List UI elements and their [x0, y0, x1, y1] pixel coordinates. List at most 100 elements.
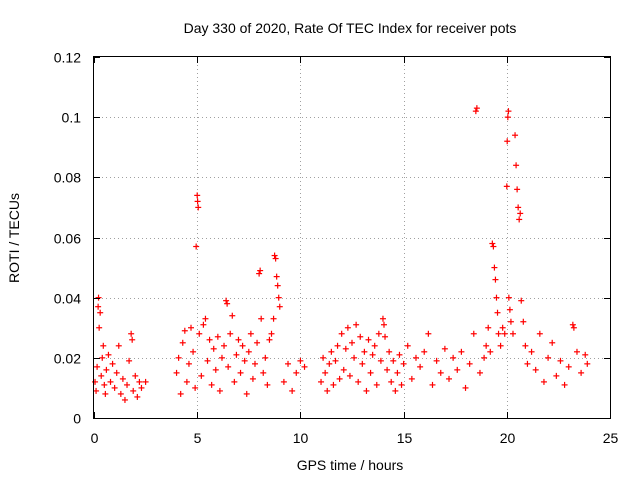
data-point [485, 324, 492, 331]
data-point [505, 108, 512, 115]
data-point [433, 357, 440, 364]
data-point [357, 333, 364, 340]
data-point [132, 372, 139, 379]
data-point [505, 294, 512, 301]
data-point [260, 369, 267, 376]
data-point [388, 378, 395, 385]
data-point [264, 381, 271, 388]
data-point [235, 336, 242, 343]
data-point [192, 384, 199, 391]
x-tick-label: 10 [293, 430, 309, 446]
data-point [536, 330, 543, 337]
data-point [570, 324, 577, 331]
data-point [113, 369, 120, 376]
data-point [297, 357, 304, 364]
data-point [458, 348, 465, 355]
y-tick-label: 0.1 [62, 110, 82, 126]
data-point [365, 336, 372, 343]
data-point [421, 348, 428, 355]
data-point [198, 372, 205, 379]
data-point [111, 384, 118, 391]
data-point [270, 315, 277, 322]
data-point [400, 360, 407, 367]
data-point [94, 363, 101, 370]
data-point [483, 342, 490, 349]
data-point [503, 183, 510, 190]
y-tick-label: 0.02 [54, 351, 81, 367]
data-point [344, 324, 351, 331]
data-point [206, 336, 213, 343]
data-point [100, 342, 107, 349]
x-tick-label: 0 [91, 430, 99, 446]
data-point [196, 330, 203, 337]
data-point [275, 294, 282, 301]
data-point [338, 330, 345, 337]
data-point [398, 381, 405, 388]
data-point [394, 369, 401, 376]
data-point [507, 318, 514, 325]
data-point [183, 378, 190, 385]
x-tick-label: 20 [500, 430, 516, 446]
data-point [386, 348, 393, 355]
data-point [499, 324, 506, 331]
data-point [557, 357, 564, 364]
data-point [540, 378, 547, 385]
data-point [138, 384, 145, 391]
data-point [142, 378, 149, 385]
y-tick-label: 0.04 [54, 291, 81, 307]
data-point [516, 216, 523, 223]
data-point [98, 372, 105, 379]
data-point [561, 381, 568, 388]
data-point [584, 360, 591, 367]
data-point [293, 369, 300, 376]
data-point [237, 369, 244, 376]
data-point [318, 378, 325, 385]
data-point [95, 303, 102, 310]
data-point [179, 339, 186, 346]
data-point [373, 381, 380, 388]
data-point [487, 348, 494, 355]
data-point [504, 138, 511, 145]
data-point [117, 390, 124, 397]
data-point [258, 315, 265, 322]
data-point [194, 192, 201, 199]
data-point [193, 243, 200, 250]
data-point [328, 348, 335, 355]
data-point [404, 342, 411, 349]
data-point [239, 342, 246, 349]
data-point [512, 132, 519, 139]
data-point [289, 387, 296, 394]
data-point [273, 273, 280, 280]
data-point [124, 381, 131, 388]
data-point [130, 387, 137, 394]
data-point [532, 366, 539, 373]
data-point [524, 360, 531, 367]
data-point [425, 330, 432, 337]
data-point [188, 324, 195, 331]
y-tick-label: 0 [73, 411, 81, 427]
x-axis-label: GPS time / hours [297, 457, 404, 473]
data-point [340, 366, 347, 373]
data-point [249, 375, 256, 382]
data-point [119, 375, 126, 382]
data-point [262, 354, 269, 361]
data-point [245, 348, 252, 355]
data-point [95, 294, 102, 301]
data-point [408, 375, 415, 382]
data-point [390, 357, 397, 364]
data-point [101, 381, 108, 388]
data-point [204, 357, 211, 364]
data-point [93, 387, 100, 394]
data-point [517, 210, 524, 217]
data-point [173, 369, 180, 376]
data-point [102, 390, 109, 397]
data-points [92, 105, 591, 403]
data-point [241, 357, 248, 364]
data-point [185, 360, 192, 367]
data-point [501, 330, 508, 337]
data-point [274, 282, 281, 289]
data-point [115, 342, 122, 349]
data-point [495, 330, 502, 337]
data-point [375, 330, 382, 337]
